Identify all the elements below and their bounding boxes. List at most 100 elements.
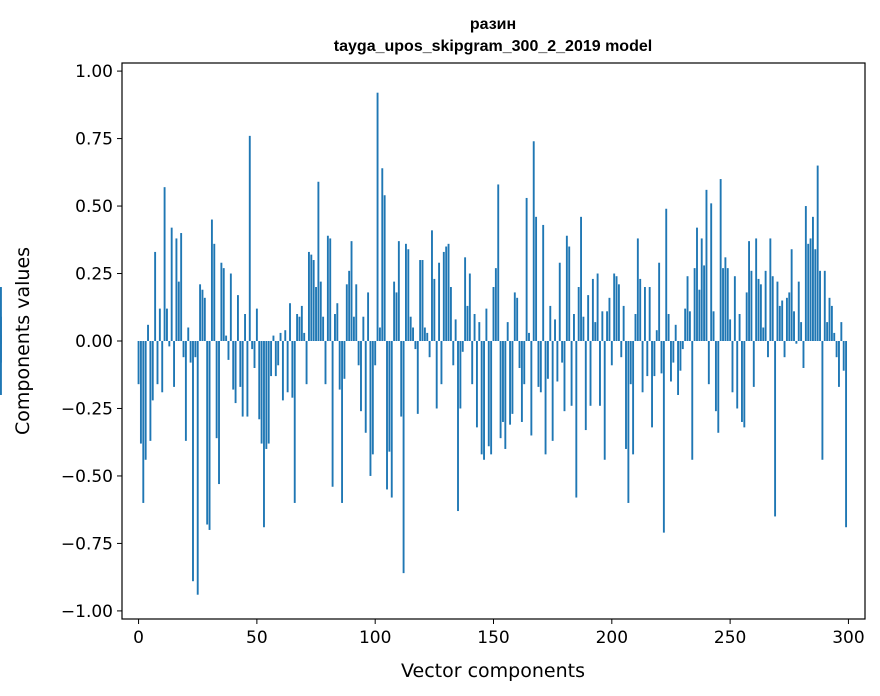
bar: [601, 311, 604, 341]
bar: [554, 319, 556, 341]
bar: [265, 341, 268, 449]
bar: [378, 327, 381, 341]
bar: [196, 341, 199, 595]
bar: [821, 341, 824, 460]
bar: [490, 341, 493, 455]
bar: [835, 341, 838, 358]
bar: [653, 341, 656, 377]
bar: [298, 316, 301, 341]
bar: [580, 216, 582, 341]
bar: [812, 216, 814, 341]
bar: [589, 341, 592, 406]
bar: [518, 341, 521, 368]
bar: [189, 341, 192, 363]
bar: [748, 241, 750, 341]
bar: [350, 241, 353, 341]
bar: [341, 341, 343, 503]
bar: [771, 276, 774, 341]
bar: [762, 327, 765, 341]
bar: [419, 260, 422, 341]
x-tick-label: 200: [596, 628, 628, 648]
bar: [158, 308, 161, 341]
bar: [409, 316, 412, 341]
bar: [830, 305, 833, 341]
bar: [168, 341, 171, 347]
bar: [767, 341, 769, 358]
bar: [625, 341, 627, 449]
bar: [149, 341, 152, 441]
bar: [371, 341, 374, 455]
bar: [454, 319, 457, 341]
bar: [546, 341, 549, 379]
bar: [528, 332, 530, 341]
bar: [248, 135, 251, 341]
bar: [603, 341, 606, 460]
bar: [352, 316, 355, 341]
y-tick-label: 0.25: [75, 265, 113, 285]
bar: [345, 284, 348, 341]
bar: [504, 341, 507, 449]
bar: [357, 341, 360, 366]
bar: [679, 341, 682, 371]
bar: [343, 341, 346, 379]
bar: [745, 292, 748, 341]
bar: [582, 316, 585, 341]
bar: [383, 195, 386, 341]
x-axis-label: Vector components: [401, 660, 585, 682]
bar: [459, 341, 462, 409]
bar: [797, 281, 800, 341]
bar: [270, 341, 273, 377]
bar: [483, 341, 485, 460]
bar: [752, 341, 755, 387]
bar: [303, 332, 306, 341]
bar: [348, 270, 351, 341]
chart-title: разин: [470, 16, 516, 33]
bar: [147, 324, 149, 341]
bar: [478, 322, 481, 341]
bar: [643, 287, 646, 341]
bar: [338, 341, 341, 390]
bar: [577, 287, 580, 341]
bar: [220, 262, 223, 341]
bar: [833, 332, 836, 341]
bar: [558, 262, 561, 341]
bar: [305, 341, 308, 385]
bar: [187, 327, 190, 341]
bar: [324, 341, 327, 385]
bar: [362, 316, 365, 341]
bar: [435, 341, 438, 409]
bar: [215, 341, 218, 439]
bar: [530, 341, 533, 436]
bar: [251, 341, 254, 350]
bar: [774, 341, 777, 517]
bar: [227, 341, 230, 360]
x-axis-ticks: 0 50 100 150 200 250 300: [133, 619, 865, 648]
bar: [691, 341, 694, 460]
y-tick-label: −0.25: [61, 399, 113, 419]
x-tick-label: 0: [133, 628, 144, 648]
bar: [838, 341, 840, 387]
bar: [594, 322, 597, 341]
bar: [736, 341, 739, 409]
bar: [532, 141, 535, 341]
bar: [274, 341, 277, 377]
bar: [629, 341, 632, 385]
bar: [310, 254, 313, 341]
bar: [632, 341, 635, 455]
x-tick-label: 300: [832, 628, 864, 648]
bar: [696, 227, 698, 341]
bar: [731, 341, 734, 393]
bar: [596, 273, 599, 341]
bar: [234, 341, 237, 404]
bar: [402, 341, 405, 574]
bar: [845, 341, 848, 528]
bar: [173, 341, 175, 387]
bar: [499, 341, 502, 439]
bar: [677, 341, 680, 395]
bar: [364, 341, 367, 433]
bar: [334, 314, 336, 341]
bar: [445, 246, 448, 341]
bar: [785, 297, 788, 341]
bar: [468, 273, 471, 341]
bar: [0, 316, 2, 341]
